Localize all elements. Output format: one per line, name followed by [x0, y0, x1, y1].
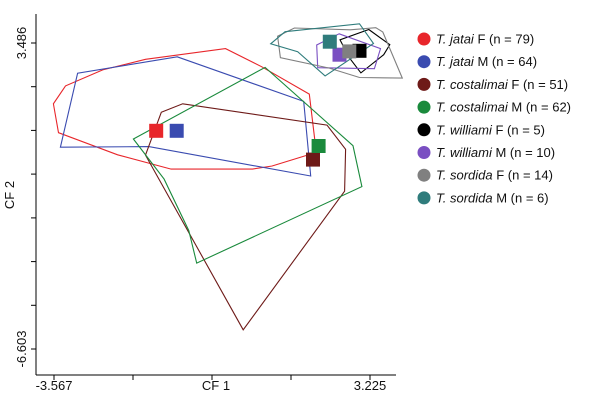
- legend-swatch-1: [417, 55, 431, 69]
- centroid-marker-6: [342, 44, 357, 59]
- centroid-marker-3: [311, 139, 326, 153]
- hull-series-5: [316, 33, 382, 70]
- legend-swatch-2: [417, 77, 431, 91]
- y-tick-label-bottom: -6.603: [14, 331, 29, 368]
- legend-label-4: T. williami F (n = 5): [436, 122, 545, 137]
- legend-label-3: T. costalimai M (n = 62): [436, 100, 571, 115]
- legend-swatch-6: [417, 168, 431, 182]
- legend-label-2: T. costalimai F (n = 51): [436, 77, 568, 92]
- hull-series-0: [52, 48, 317, 170]
- y-axis-label: CF 2: [2, 181, 17, 209]
- legend-label-0: T. jatai F (n = 79): [436, 32, 534, 47]
- centroid-marker-2: [306, 152, 320, 167]
- centroid-marker-1: [169, 123, 184, 138]
- legend-swatch-0: [417, 32, 431, 46]
- legend-label-1: T. jatai M (n = 64): [436, 54, 537, 69]
- x-tick-label-right: 3.225: [354, 378, 387, 393]
- hull-layer: [52, 23, 404, 331]
- legend-swatch-4: [417, 123, 431, 137]
- centroid-marker-0: [149, 123, 164, 138]
- x-axis-label: CF 1: [202, 378, 230, 393]
- hull-series-7: [269, 23, 375, 77]
- legend-label-5: T. williami M (n = 10): [436, 145, 555, 160]
- legend-swatch-5: [417, 146, 431, 159]
- centroid-layer: [149, 34, 367, 167]
- legend: T. jatai F (n = 79) T. jatai M (n = 64) T.…: [417, 32, 571, 205]
- legend-label-6: T. sordida F (n = 14): [436, 168, 553, 183]
- hull-series-2: [144, 103, 347, 331]
- x-tick-label-left: -3.567: [36, 378, 73, 393]
- hull-series-3: [132, 66, 363, 264]
- hull-series-4: [339, 28, 391, 74]
- tick-layer: [31, 42, 371, 380]
- centroid-marker-7: [322, 34, 337, 49]
- legend-label-7: T. sordida M (n = 6): [436, 190, 549, 205]
- legend-swatch-7: [417, 191, 431, 205]
- legend-swatch-3: [417, 100, 431, 114]
- y-tick-label-top: 3.486: [14, 27, 29, 60]
